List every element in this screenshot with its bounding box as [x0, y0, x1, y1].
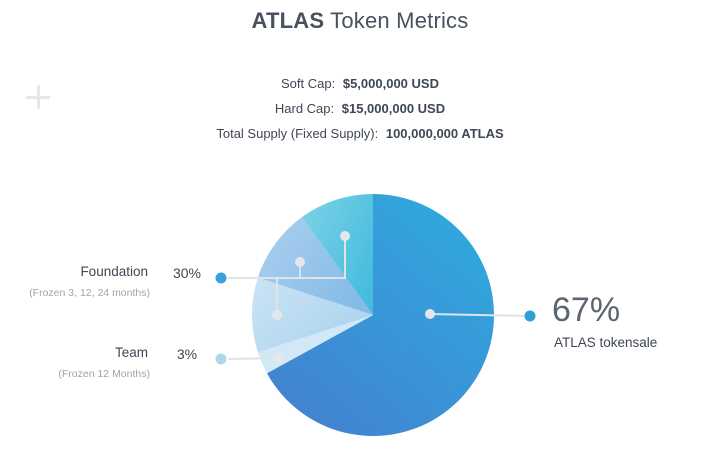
team-note: (Frozen 12 Months): [58, 368, 150, 380]
callout-connector-line: [228, 357, 279, 360]
pie-anchor-dot: [425, 309, 435, 319]
hard-cap-label: Hard Cap:: [274, 101, 335, 116]
pie-anchor-dot: [340, 231, 350, 241]
page-title: ATLAS Token Metrics: [0, 8, 720, 34]
plus-icon: [26, 85, 50, 109]
total-supply-label: Total Supply (Fixed Supply):: [216, 126, 379, 141]
pie-slice-foundation-part-1: [251, 277, 373, 353]
tokensale-label: ATLAS tokensale: [554, 335, 658, 350]
team-dot: [215, 353, 227, 365]
title-rest: Token Metrics: [330, 8, 469, 33]
foundation-dot: [215, 272, 227, 284]
plus-icon-horizontal-bar: [26, 95, 50, 99]
hard-cap-value: $15,000,000 USD: [341, 101, 446, 116]
metric-row-total-supply: Total Supply (Fixed Supply): 100,000,000…: [0, 121, 720, 146]
pie-slice-foundation-part-2: [257, 217, 373, 315]
tokensale-dot: [524, 310, 536, 322]
title-brand: ATLAS: [251, 8, 325, 33]
metric-row-hard-cap: Hard Cap: $15,000,000 USD: [0, 96, 720, 121]
team-percent: 3%: [176, 346, 198, 362]
pie-slice-foundation-part-3: [301, 194, 373, 315]
callout-connector-line: [429, 313, 531, 317]
pie-anchor-dot: [295, 257, 305, 267]
foundation-label: Foundation: [80, 264, 148, 279]
soft-cap-label: Soft Cap:: [281, 76, 336, 91]
tokensale-percent: 67%: [552, 291, 621, 329]
foundation-percent: 30%: [172, 265, 202, 281]
pie-anchor-dot: [272, 310, 282, 320]
pie-slice-atlas-tokensale: [266, 194, 495, 436]
total-supply-value: 100,000,000 ATLAS: [385, 126, 504, 141]
metric-row-soft-cap: Soft Cap: $5,000,000 USD: [0, 71, 720, 96]
soft-cap-value: $5,000,000 USD: [342, 76, 439, 91]
metrics-list: Soft Cap: $5,000,000 USD Hard Cap: $15,0…: [0, 71, 720, 146]
pie-slice-team: [257, 315, 373, 374]
team-label: Team: [114, 345, 148, 360]
foundation-note: (Frozen 3, 12, 24 months): [29, 287, 150, 299]
pie-anchor-dot: [273, 353, 283, 363]
